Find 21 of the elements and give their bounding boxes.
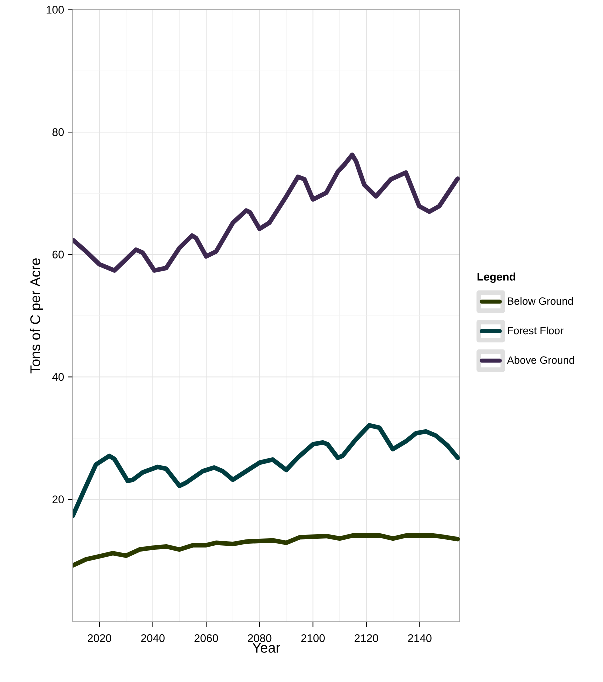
y-tick-label: 80	[52, 128, 64, 136]
legend-label: Above Ground	[507, 356, 574, 364]
x-tick-label: 2140	[408, 634, 432, 642]
line-series	[73, 533, 460, 568]
y-axis-title: Tons of C per Acre	[30, 258, 44, 374]
line-series	[73, 152, 460, 273]
line-series	[73, 423, 460, 518]
x-tick-label: 2060	[194, 634, 218, 642]
x-tick-label: 2120	[354, 634, 378, 642]
legend-title: Legend	[478, 272, 516, 284]
x-tick-label: 2080	[248, 634, 272, 642]
y-tick-label: 40	[52, 373, 64, 382]
x-tick-label: 2020	[88, 634, 112, 642]
x-tick-label: 2040	[141, 634, 165, 642]
legend-label: Below Ground	[508, 297, 574, 306]
x-axis-title: Year	[252, 643, 280, 653]
x-tick-label: 2100	[302, 634, 325, 642]
legend-label: Forest Floor	[508, 326, 564, 335]
y-tick-label: 20	[52, 496, 64, 504]
y-tick-label: 100	[46, 6, 64, 14]
y-tick-label: 60	[52, 250, 64, 259]
